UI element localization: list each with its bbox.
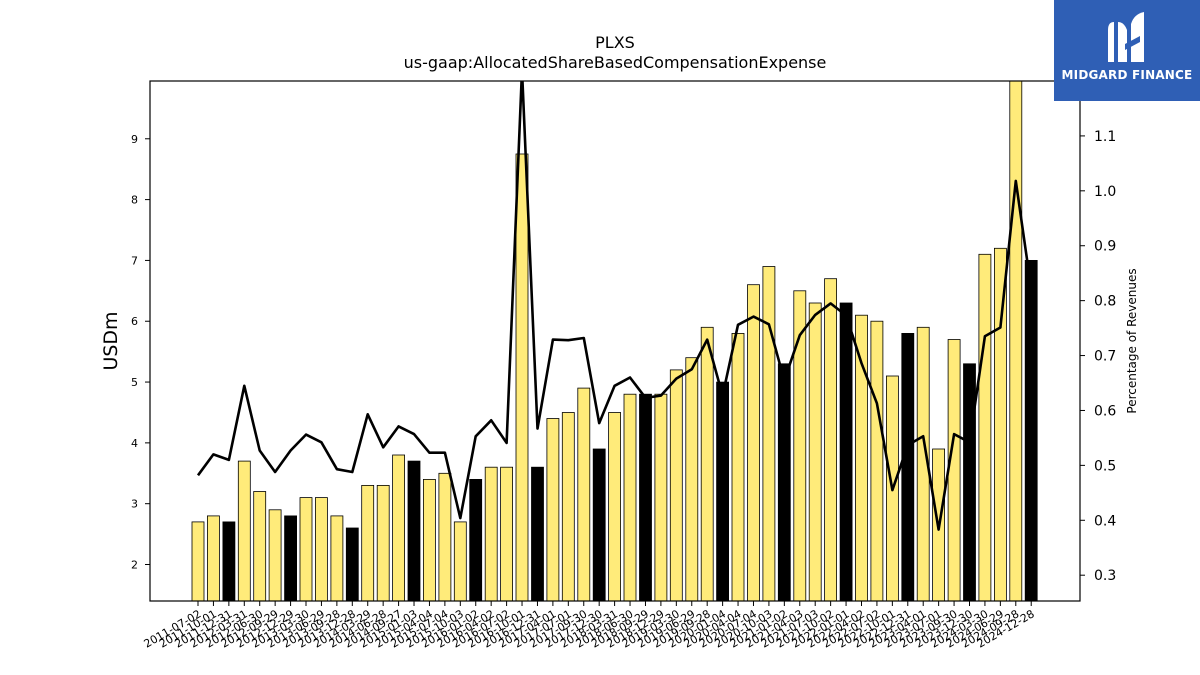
bar	[253, 491, 267, 601]
midgard-m-logo-icon	[1108, 12, 1144, 62]
bar	[700, 326, 714, 601]
bar	[392, 454, 406, 601]
x-axis: 2011-07-022011-10-012011-12-312012-03-31…	[142, 601, 1037, 651]
bar	[824, 278, 837, 601]
y2-tick-label: 0.8	[1094, 294, 1116, 310]
y-tick-label: 3	[131, 498, 138, 511]
midgard-logo: MIDGARD FINANCE	[1054, 0, 1200, 101]
pct-line-series	[196, 81, 1033, 531]
y-tick-label: 7	[131, 254, 138, 267]
bar	[747, 284, 760, 601]
y2-tick-label: 0.7	[1094, 349, 1116, 365]
bar	[870, 320, 884, 601]
y2-tick-label: 1.0	[1094, 184, 1116, 200]
bar	[222, 521, 236, 601]
bar	[206, 515, 220, 601]
y-tick-label: 5	[131, 376, 138, 389]
bar	[515, 153, 529, 601]
y2-axis: 0.3 0.4 0.5 0.6 0.7 0.8 0.9 1.0 1.1	[1080, 129, 1116, 584]
bar	[978, 253, 992, 601]
pct-line	[196, 81, 1033, 531]
bar	[484, 466, 498, 601]
y-tick-label: 4	[131, 437, 138, 450]
bar	[762, 266, 776, 601]
bar	[284, 515, 298, 601]
chart-title: PLXS	[595, 33, 635, 52]
bar	[623, 393, 637, 601]
y-tick-label: 2	[131, 559, 138, 572]
bar	[839, 302, 853, 601]
bar	[453, 521, 467, 601]
logo-text: MIDGARD FINANCE	[1061, 68, 1193, 82]
bar	[531, 466, 544, 601]
bar	[469, 478, 483, 601]
bar	[546, 418, 560, 601]
bar	[669, 369, 683, 601]
bar	[330, 515, 344, 601]
bar	[561, 412, 575, 601]
bar	[268, 509, 282, 601]
bar	[592, 448, 606, 601]
bar	[438, 472, 452, 601]
y2-tick-label: 0.6	[1094, 403, 1116, 419]
y2-tick-label: 0.3	[1094, 568, 1116, 584]
y-tick-label: 6	[131, 315, 138, 328]
bar	[994, 247, 1007, 601]
bar	[500, 466, 514, 601]
chart-subtitle: us-gaap:AllocatedShareBasedCompensationE…	[404, 53, 827, 72]
bar	[963, 363, 976, 601]
bar	[1009, 81, 1023, 601]
y2-tick-label: 1.1	[1094, 129, 1116, 145]
y-tick-label: 8	[131, 194, 138, 207]
bar	[407, 460, 421, 601]
bar	[808, 302, 822, 601]
bar	[777, 363, 791, 601]
bar	[947, 339, 961, 601]
bar	[191, 521, 205, 601]
bar	[855, 314, 868, 601]
y2-tick-label: 0.4	[1094, 513, 1116, 529]
y-axis: 2 3 4 5 6 7 8 9	[131, 133, 150, 572]
y2-tick-label: 0.5	[1094, 458, 1116, 474]
bar	[716, 381, 729, 601]
bar	[577, 387, 591, 601]
bar	[361, 484, 375, 601]
bar	[299, 497, 313, 601]
y-axis-label: USDm	[100, 311, 122, 370]
bar	[901, 332, 915, 601]
bar	[916, 326, 930, 601]
bar	[422, 478, 436, 601]
bar	[685, 357, 699, 601]
bar-series	[191, 81, 1038, 601]
bar	[639, 393, 652, 601]
y2-tick-label: 0.9	[1094, 239, 1116, 255]
bar	[654, 393, 668, 601]
bar	[376, 484, 390, 601]
bar	[731, 332, 745, 601]
bar	[345, 527, 359, 601]
bar	[237, 460, 251, 601]
bar	[608, 412, 621, 601]
y2-axis-label: Percentage of Revenues	[1125, 268, 1139, 413]
bar	[1024, 259, 1038, 601]
y-tick-label: 9	[131, 133, 138, 146]
bar	[314, 497, 328, 601]
bar	[793, 290, 807, 601]
